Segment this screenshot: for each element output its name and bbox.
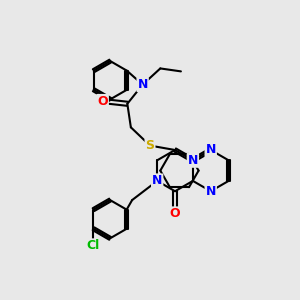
Text: N: N — [206, 185, 216, 198]
Text: O: O — [97, 95, 108, 108]
Text: N: N — [188, 154, 198, 167]
Text: O: O — [170, 207, 180, 220]
Text: S: S — [146, 139, 154, 152]
Text: Cl: Cl — [87, 239, 100, 252]
Text: N: N — [152, 174, 162, 188]
Text: N: N — [137, 78, 148, 91]
Text: N: N — [206, 143, 216, 157]
